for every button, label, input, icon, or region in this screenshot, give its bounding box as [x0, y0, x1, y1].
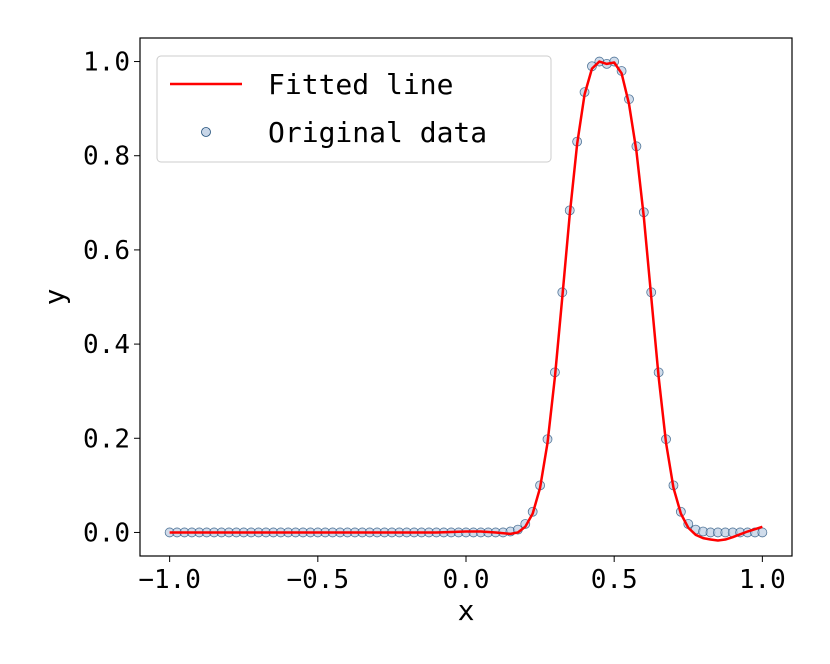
x-tick-label: −0.5 — [287, 565, 350, 595]
x-tick-label: 0.5 — [591, 565, 638, 595]
legend-original-data-swatch — [201, 127, 211, 137]
data-layer — [164, 56, 768, 542]
x-axis: −1.0 −0.5 0.0 0.5 1.0 — [138, 556, 786, 595]
y-tick-label: 1.0 — [83, 48, 130, 78]
y-axis-label: y — [38, 289, 71, 306]
fitted-line — [169, 60, 763, 542]
legend: Fitted line Original data — [156, 55, 552, 163]
y-tick-label: 0.8 — [83, 142, 130, 172]
legend-original-data-label: Original data — [268, 116, 487, 149]
y-tick-label: 0.0 — [83, 518, 130, 548]
y-tick-label: 0.4 — [83, 330, 130, 360]
x-tick-label: 0.0 — [443, 565, 490, 595]
x-axis-label: x — [458, 594, 475, 627]
y-tick-label: 0.2 — [83, 424, 130, 454]
x-tick-label: 1.0 — [739, 565, 786, 595]
data-point — [757, 527, 768, 538]
y-axis: 0.0 0.2 0.4 0.6 0.8 1.0 — [83, 48, 140, 548]
legend-box — [156, 55, 552, 163]
legend-fitted-line-label: Fitted line — [268, 68, 453, 101]
x-tick-label: −1.0 — [138, 565, 201, 595]
y-tick-label: 0.6 — [83, 236, 130, 266]
